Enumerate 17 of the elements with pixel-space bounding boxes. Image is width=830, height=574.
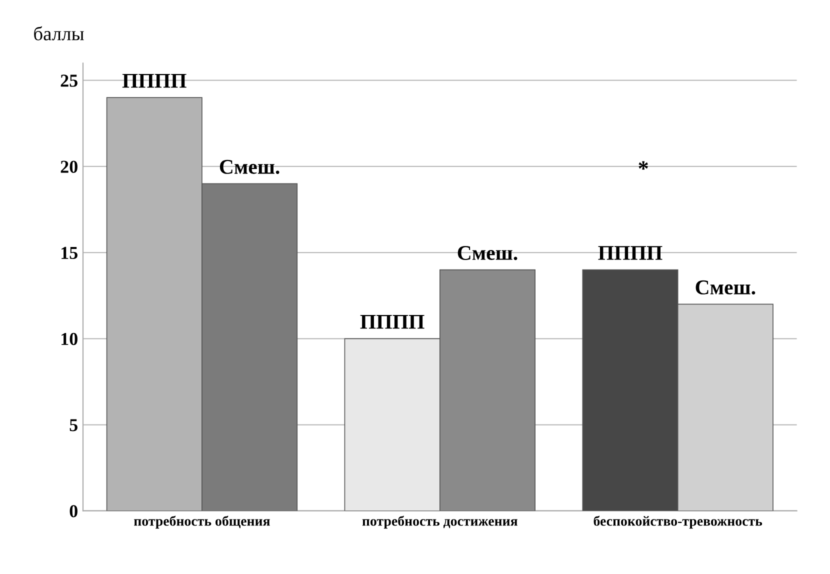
series-label: Смеш. — [220, 160, 280, 174]
y-tick-label: 10 — [62, 332, 78, 346]
text: ПППП — [360, 315, 424, 329]
y-tick-label: 0 — [70, 505, 78, 518]
annotation: * — [638, 161, 648, 170]
x-tick-label: потребность достижения — [362, 516, 518, 529]
series-label: ПППП — [598, 246, 662, 260]
y-tick-label: 25 — [60, 74, 78, 87]
text: Смеш. — [696, 280, 756, 295]
y-tick-label: 5 — [70, 419, 78, 432]
text: ПППП — [122, 74, 186, 88]
x-tick-label: потребность общения — [134, 516, 270, 529]
y-tick-label: 15 — [62, 246, 78, 259]
y-axis-title: баллы — [34, 26, 84, 40]
text: Смеш. — [458, 246, 518, 260]
x-tick-label: беспокойство-тревожность — [594, 516, 762, 529]
y-tick-label: 20 — [60, 160, 78, 173]
